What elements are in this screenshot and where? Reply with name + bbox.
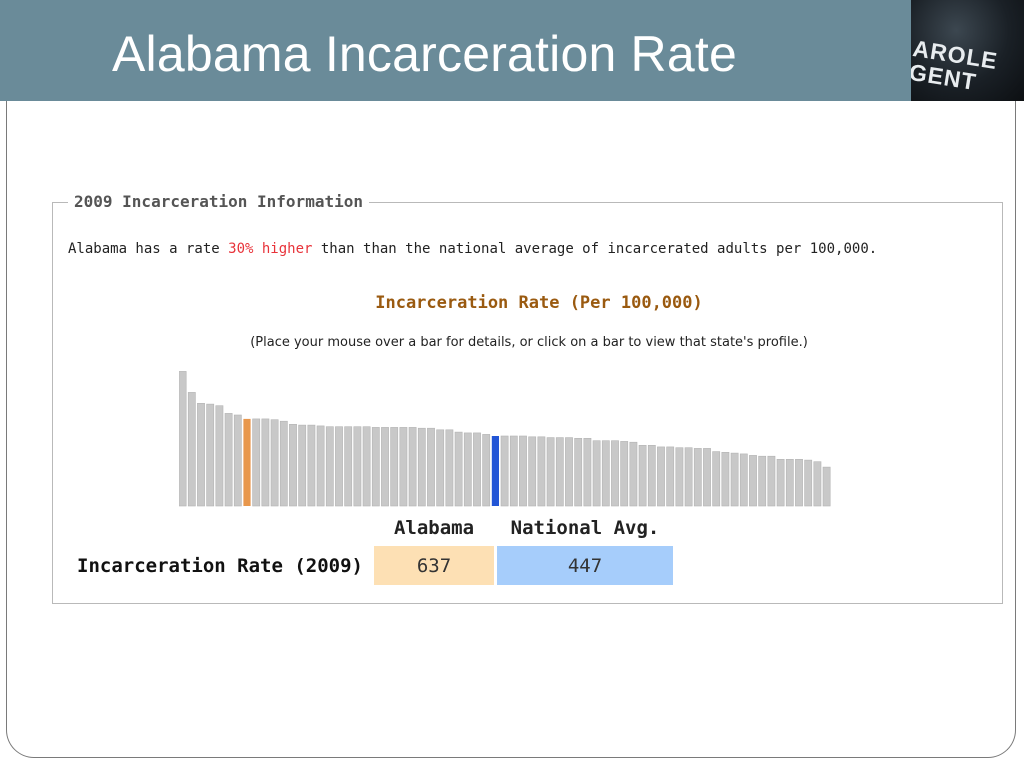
bar[interactable]: [721, 452, 730, 507]
bar[interactable]: [463, 432, 472, 507]
bar[interactable]: [739, 453, 748, 507]
bar[interactable]: [712, 451, 721, 507]
bar[interactable]: [767, 455, 776, 507]
bar[interactable]: [620, 441, 629, 507]
rate-comparison-table: Alabama National Avg. Incarceration Rate…: [70, 510, 676, 585]
bar[interactable]: [371, 427, 380, 507]
bar[interactable]: [289, 423, 297, 507]
bar[interactable]: [749, 455, 757, 507]
bar[interactable]: [482, 434, 491, 507]
summary-after: than than the national average of incarc…: [312, 241, 878, 257]
bar[interactable]: [592, 440, 601, 507]
bar[interactable]: [353, 426, 362, 507]
table-row: Incarceration Rate (2009) 637 447: [73, 546, 673, 585]
bar[interactable]: [519, 435, 527, 507]
bar[interactable]: [546, 437, 555, 507]
bar[interactable]: [758, 455, 767, 507]
bar-national-avg[interactable]: [491, 436, 499, 506]
bar[interactable]: [804, 459, 813, 507]
bar[interactable]: [215, 405, 224, 507]
bar[interactable]: [611, 440, 619, 507]
bar[interactable]: [261, 418, 270, 507]
bar[interactable]: [417, 427, 426, 507]
bar[interactable]: [270, 419, 279, 507]
summary-text: Alabama has a rate 30% higher than than …: [68, 239, 998, 259]
bar[interactable]: [555, 437, 564, 507]
header-alabama: Alabama: [373, 510, 494, 546]
bar[interactable]: [316, 425, 325, 507]
bar[interactable]: [224, 413, 233, 507]
bar[interactable]: [206, 403, 215, 507]
summary-before: Alabama has a rate: [68, 241, 229, 257]
bar[interactable]: [427, 427, 435, 507]
bar[interactable]: [675, 447, 684, 507]
bar[interactable]: [666, 446, 675, 507]
table-corner: [73, 510, 371, 546]
bar[interactable]: [454, 431, 463, 507]
bar[interactable]: [362, 426, 371, 507]
bar[interactable]: [279, 420, 288, 507]
bar[interactable]: [657, 446, 665, 507]
info-box-legend: 2009 Incarceration Information: [68, 191, 369, 213]
row-label: Incarceration Rate (2009): [77, 554, 363, 577]
bar[interactable]: [601, 440, 610, 507]
bar[interactable]: [335, 426, 343, 507]
bar[interactable]: [537, 436, 546, 507]
cell-alabama-rate: 637: [373, 546, 494, 585]
bar[interactable]: [647, 445, 656, 507]
bar[interactable]: [325, 426, 334, 507]
bar[interactable]: [730, 452, 739, 507]
bar[interactable]: [528, 436, 537, 507]
bar[interactable]: [822, 466, 831, 507]
bar[interactable]: [381, 427, 389, 507]
parole-badge-text: AROLE GENT: [911, 35, 1024, 101]
bar[interactable]: [187, 392, 196, 507]
bar[interactable]: [574, 438, 583, 507]
bar[interactable]: [179, 371, 187, 507]
bar[interactable]: [436, 429, 445, 507]
slide-title: Alabama Incarceration Rate: [112, 26, 737, 82]
bar[interactable]: [638, 445, 647, 507]
bar[interactable]: [776, 459, 785, 507]
bar[interactable]: [197, 402, 205, 507]
bar[interactable]: [298, 424, 307, 507]
bar[interactable]: [813, 461, 822, 507]
bar[interactable]: [703, 448, 711, 507]
bar[interactable]: [399, 427, 408, 507]
incarceration-bar-chart: [179, 371, 831, 507]
parole-agent-photo: AROLE GENT: [911, 0, 1024, 101]
bar[interactable]: [629, 441, 638, 507]
bar[interactable]: [408, 427, 417, 507]
title-bar: Alabama Incarceration Rate: [0, 0, 911, 101]
bar[interactable]: [233, 414, 242, 507]
summary-highlight: 30% higher: [228, 241, 313, 257]
bar[interactable]: [583, 438, 592, 507]
bar[interactable]: [473, 432, 481, 507]
bar[interactable]: [509, 435, 518, 507]
header-national-avg: National Avg.: [496, 510, 673, 546]
bar[interactable]: [390, 427, 399, 507]
info-box: [52, 202, 1003, 604]
bar[interactable]: [684, 447, 693, 507]
bar[interactable]: [252, 418, 261, 507]
cell-national-rate: 447: [496, 546, 673, 585]
table-header-row: Alabama National Avg.: [73, 510, 673, 546]
bar[interactable]: [307, 424, 316, 507]
bar[interactable]: [785, 459, 794, 507]
bar[interactable]: [693, 448, 702, 507]
bar-alabama[interactable]: [243, 418, 251, 506]
bar[interactable]: [500, 435, 509, 507]
chart-title: Incarceration Rate (Per 100,000): [375, 293, 703, 313]
chart-subtitle: (Place your mouse over a bar for details…: [250, 335, 808, 350]
bar[interactable]: [344, 426, 353, 507]
bar[interactable]: [795, 459, 803, 507]
bar[interactable]: [445, 429, 454, 507]
bar[interactable]: [565, 437, 573, 507]
